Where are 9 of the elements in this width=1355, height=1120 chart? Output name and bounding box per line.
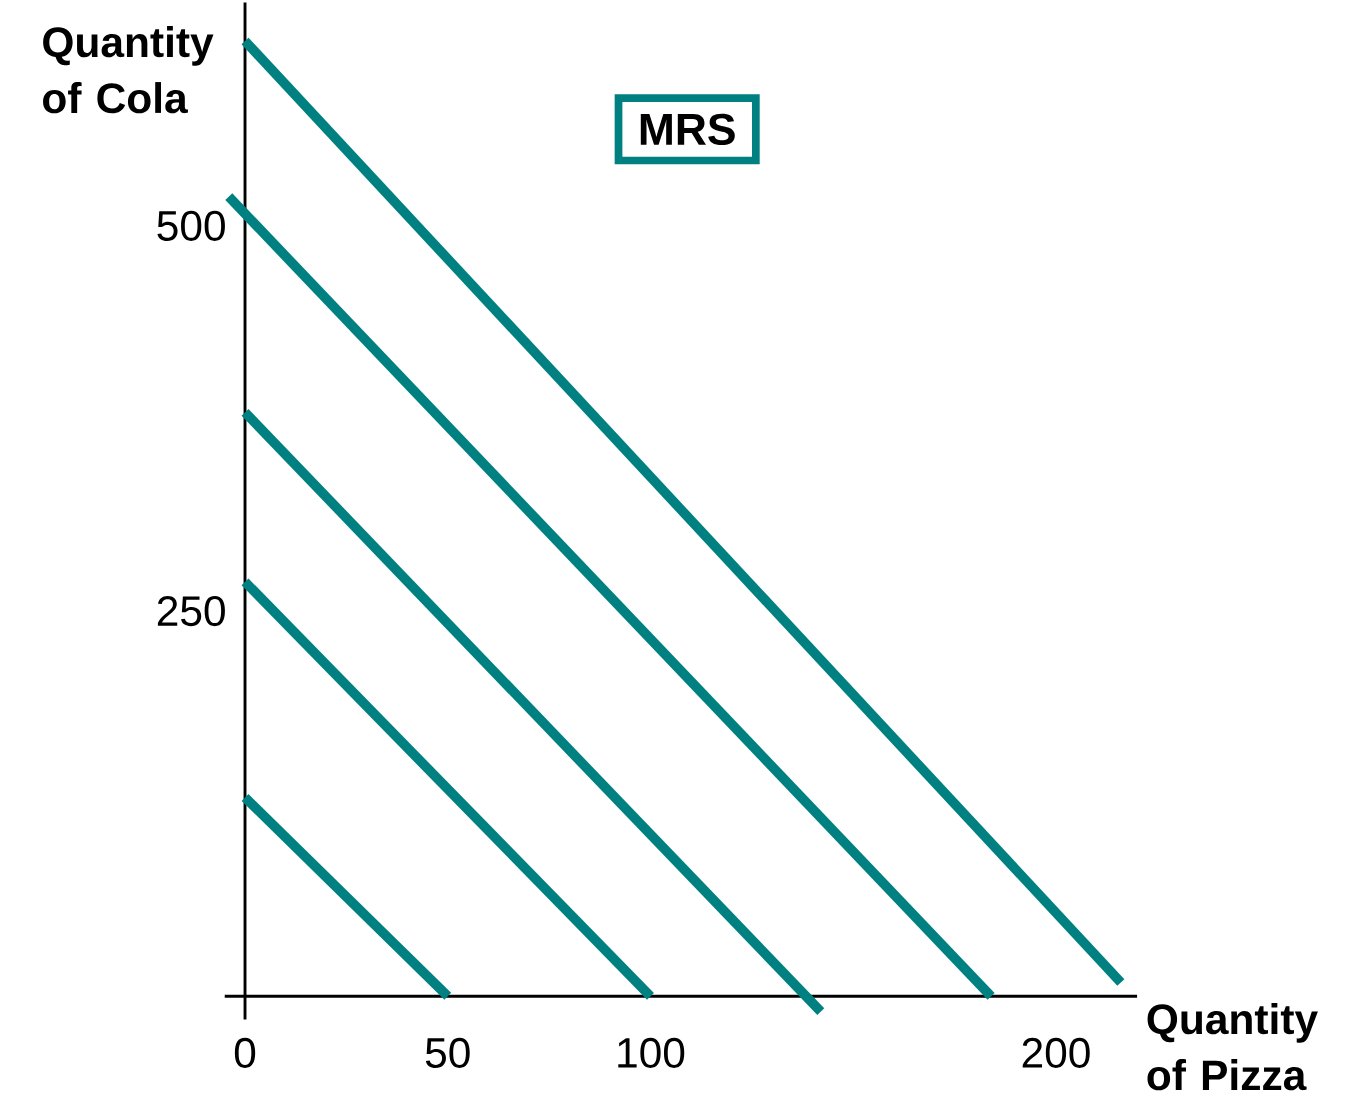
y-tick-label: 250 xyxy=(157,596,225,627)
annotation: MRS xyxy=(640,113,735,146)
x-tick-label: 200 xyxy=(1022,1037,1090,1069)
y-axis-title: Quantity of Cola xyxy=(43,26,214,114)
y-tick-label: 500 xyxy=(157,210,225,241)
x-tick-label: 100 xyxy=(618,1037,685,1069)
x-axis-title: Quantity of Pizza xyxy=(1147,1003,1318,1091)
x-tick-label: 50 xyxy=(425,1037,470,1069)
x-tick-label: 0 xyxy=(234,1037,256,1069)
